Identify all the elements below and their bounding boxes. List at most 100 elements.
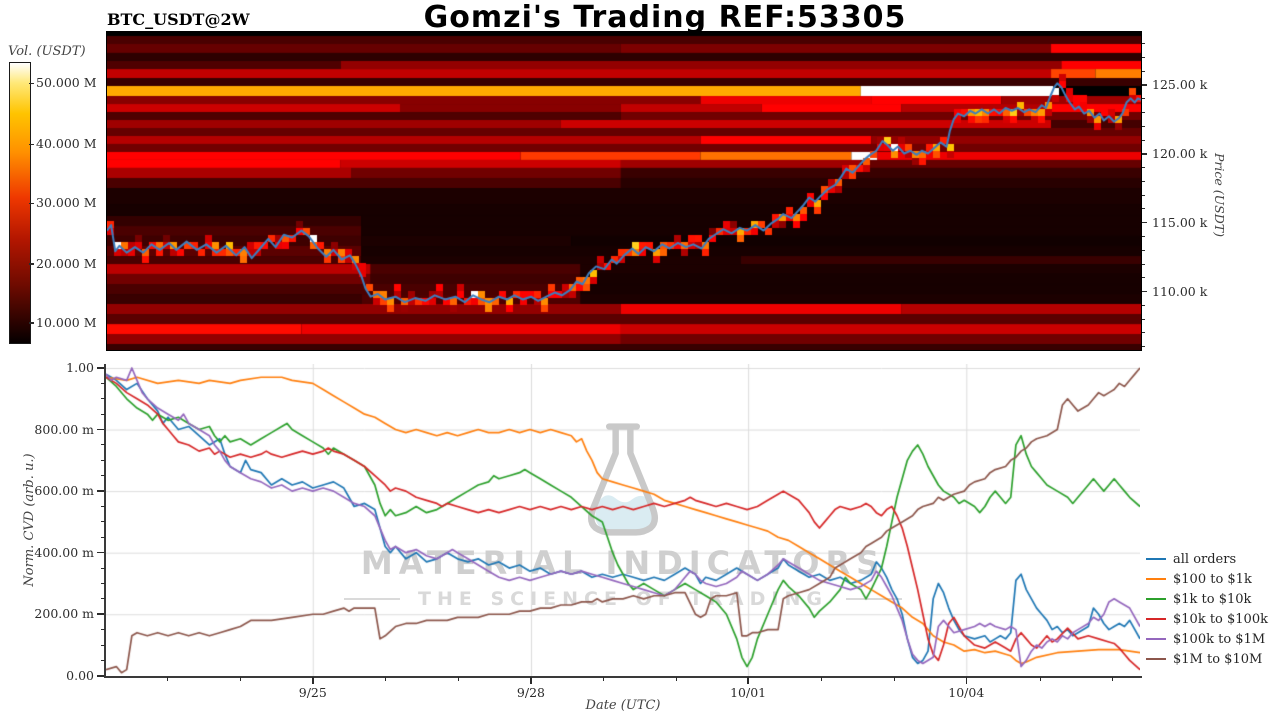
legend-label: $100 to $1k [1173, 571, 1252, 587]
cvd-y-minor-tick [101, 598, 105, 600]
cvd-y-tick-label: 200.00 m [34, 606, 94, 622]
price-minor-tick [1141, 249, 1145, 251]
cvd-y-minor-tick [101, 644, 105, 646]
colorbar-tick [29, 143, 34, 146]
cvd-y-tick-label: 1.00 [66, 360, 94, 375]
cvd-y-tick-label: 800.00 m [34, 421, 94, 437]
colorbar-tick [29, 82, 34, 84]
cvd-y-tick-label: 0.00 [66, 667, 94, 683]
price-tick-label: 120.00 k [1152, 145, 1208, 161]
legend-label: $10k to $100k [1173, 611, 1268, 627]
cvd-y-major-tick [97, 428, 104, 431]
price-major-tick [1141, 84, 1147, 86]
cvd-y-minor-tick [101, 629, 105, 631]
price-minor-tick [1141, 332, 1145, 334]
legend-line-sample [1146, 618, 1166, 620]
legend-label: $1M to $10M [1173, 651, 1263, 667]
orderbook-heatmap-canvas [106, 31, 1142, 351]
price-minor-tick [1141, 194, 1145, 196]
price-tick-label: 110.00 k [1152, 283, 1208, 299]
price-minor-tick [1141, 139, 1145, 141]
date-axis-title: Date (UTC) [585, 698, 661, 713]
volume-colorbar [9, 62, 31, 344]
legend-label: $100k to $1M [1173, 631, 1266, 647]
cvd-y-axis-title: Norm. CVD (arb. u.) [22, 453, 37, 587]
legend-line-sample [1146, 558, 1166, 560]
legend-line-sample [1146, 638, 1166, 640]
legend-item: $10k to $100k [1146, 609, 1268, 629]
legend-line-sample [1146, 658, 1166, 660]
cvd-y-major-tick [97, 675, 104, 677]
cvd-y-major-tick [97, 551, 104, 554]
price-minor-tick [1141, 112, 1145, 114]
cvd-x-minor-tick [239, 677, 241, 681]
cvd-x-major-tick [530, 677, 532, 684]
cvd-x-minor-tick [894, 677, 896, 681]
legend-item: all orders [1146, 549, 1268, 569]
cvd-y-minor-tick [101, 459, 105, 461]
price-minor-tick [1141, 318, 1145, 320]
cvd-x-minor-tick [1039, 677, 1041, 681]
legend-item: $100k to $1M [1146, 629, 1268, 649]
cvd-x-minor-tick [457, 677, 459, 681]
cvd-x-minor-tick [821, 677, 823, 681]
cvd-x-minor-tick [1112, 677, 1114, 681]
cvd-plot-spines [104, 364, 1142, 678]
legend-line-sample [1146, 578, 1166, 580]
cvd-x-minor-tick [675, 677, 677, 681]
price-tick-label: 115.00 k [1152, 214, 1208, 230]
legend-line-sample [1146, 598, 1166, 600]
price-minor-tick [1141, 235, 1145, 237]
legend-item: $100 to $1k [1146, 569, 1268, 589]
price-axis-title: Price (USDT) [1212, 153, 1227, 237]
cvd-x-major-tick [312, 677, 314, 684]
legend-item: $1M to $10M [1146, 649, 1268, 669]
cvd-y-minor-tick [101, 567, 105, 569]
legend-item: $1k to $10k [1146, 589, 1268, 609]
cvd-x-tick-label: 10/01 [730, 685, 767, 700]
price-major-tick [1141, 153, 1147, 155]
price-minor-tick [1141, 277, 1145, 279]
page-title: Gomzi's Trading REF:53305 [423, 0, 907, 35]
cvd-x-major-tick [965, 677, 968, 684]
colorbar-tick-label: 50.000 M [36, 75, 97, 90]
colorbar-tick-label: 10.000 M [36, 314, 97, 330]
cvd-y-minor-tick [101, 475, 105, 477]
colorbar-tick [29, 202, 34, 205]
cvd-x-tick-label: 9/28 [516, 685, 545, 700]
price-minor-tick [1141, 125, 1145, 127]
price-minor-tick [1141, 70, 1145, 72]
legend: all orders $100 to $1k $1k to $10k $10k to … [1146, 549, 1268, 669]
cvd-x-minor-tick [603, 677, 605, 681]
price-minor-tick [1141, 208, 1145, 210]
cvd-y-tick-label: 400.00 m [34, 544, 94, 560]
legend-label: $1k to $10k [1173, 591, 1252, 607]
cvd-y-minor-tick [101, 506, 105, 507]
price-minor-tick [1141, 263, 1145, 265]
colorbar-tick [29, 322, 34, 324]
price-minor-tick [1141, 304, 1145, 306]
cvd-y-minor-tick [101, 659, 105, 661]
price-major-tick [1141, 290, 1147, 293]
price-minor-tick [1141, 346, 1145, 348]
cvd-x-minor-tick [385, 677, 387, 681]
price-minor-tick [1141, 56, 1145, 58]
price-minor-tick [1141, 98, 1145, 100]
cvd-y-tick-label: 600.00 m [34, 483, 94, 499]
price-major-tick [1141, 221, 1147, 224]
price-minor-tick [1141, 180, 1145, 182]
cvd-y-minor-tick [101, 413, 105, 415]
cvd-x-tick-label: 10/04 [948, 685, 985, 700]
price-tick-label: 125.00 k [1152, 77, 1208, 92]
cvd-y-minor-tick [101, 536, 105, 538]
cvd-y-minor-tick [101, 398, 105, 400]
cvd-x-tick-label: 9/25 [298, 685, 327, 700]
cvd-y-major-tick [97, 490, 104, 492]
price-minor-tick [1141, 167, 1145, 169]
colorbar-title: Vol. (USDT) [8, 44, 86, 59]
legend-label: all orders [1173, 551, 1237, 567]
cvd-x-major-tick [747, 677, 749, 684]
cvd-y-major-tick [97, 613, 104, 615]
cvd-x-minor-tick [166, 677, 168, 681]
